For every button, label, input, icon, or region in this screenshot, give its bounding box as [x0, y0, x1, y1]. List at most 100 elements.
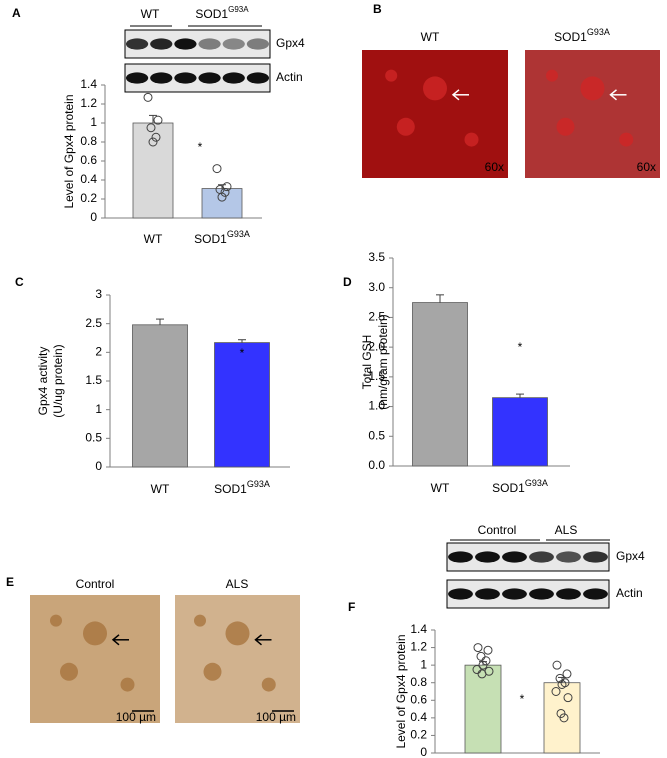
scale-bar-label: 100 µm [256, 710, 296, 724]
y-tick-label: 1.5 [368, 369, 385, 383]
y-tick-label: 0.6 [80, 153, 97, 167]
cell [396, 117, 415, 136]
blot-band [246, 38, 270, 50]
y-tick-label: 0.4 [410, 710, 427, 724]
blot-band [174, 38, 197, 50]
blot-strip [124, 29, 271, 59]
y-tick-label: 0.8 [410, 675, 427, 689]
data-point [220, 187, 230, 197]
blot-band [529, 588, 554, 600]
arrow-head [609, 89, 617, 101]
cell [546, 69, 558, 82]
x-tick-label: WT [151, 482, 170, 496]
blot-band [448, 588, 473, 600]
x-tick-label-base: SOD1 [194, 232, 227, 246]
blot-band-label: Actin [616, 586, 643, 600]
x-tick-label: SOD1G93A [214, 479, 270, 496]
blot-group-label: WT [141, 7, 160, 21]
cell [83, 621, 107, 646]
y-tick-label: 1.4 [410, 622, 427, 636]
y-tick-label: 1.4 [80, 77, 97, 91]
bar [543, 682, 581, 754]
arrow-head [451, 89, 460, 101]
blot-band [246, 72, 270, 84]
blot-group-label-base: WT [141, 7, 160, 21]
blot-band [198, 38, 221, 50]
cell [619, 132, 634, 147]
blot-strip [446, 542, 610, 572]
panel-letter: A [12, 6, 21, 20]
image-title-base: SOD1 [554, 30, 587, 44]
bar [214, 342, 270, 468]
y-tick-label: 0.5 [368, 428, 385, 442]
data-point [562, 669, 572, 679]
blot-band [529, 551, 554, 563]
micrograph [362, 50, 508, 178]
significance-mark: * [240, 346, 245, 360]
cell [50, 614, 62, 627]
y-tick-label: 0.6 [410, 692, 427, 706]
y-tick-label: 3.0 [368, 280, 385, 294]
cell [194, 614, 206, 627]
micrograph [525, 50, 660, 178]
x-tick-label-base: WT [431, 481, 450, 495]
blot-group-label-base: ALS [555, 523, 578, 537]
blot-group-label: Control [478, 523, 517, 537]
y-tick-label: 0.0 [368, 458, 385, 472]
y-tick-label: 0.5 [85, 431, 102, 445]
y-axis-unit: (U/ug protein) [51, 344, 65, 417]
blot-band [150, 72, 173, 84]
y-tick-label: 2.5 [368, 310, 385, 324]
blot-band [556, 588, 581, 600]
y-tick-label: 0 [90, 210, 97, 224]
cell [203, 662, 222, 681]
cell [120, 677, 135, 692]
y-tick-label: 0 [95, 459, 102, 473]
data-point [153, 115, 163, 125]
data-point [556, 708, 566, 718]
data-point [478, 660, 488, 670]
y-tick-label: 1 [420, 657, 427, 671]
y-tick-label: 3 [95, 287, 102, 301]
blot-band [556, 551, 581, 563]
data-point [481, 656, 491, 666]
y-tick-label: 3.5 [368, 250, 385, 264]
x-tick-label-base: WT [144, 232, 163, 246]
panel-letter: F [348, 600, 355, 614]
bar [132, 122, 174, 219]
y-tick-label: 0.2 [410, 728, 427, 742]
data-point [563, 693, 573, 703]
image-title-sup: G93A [587, 27, 610, 37]
blot-band [583, 588, 608, 600]
significance-mark: * [198, 140, 203, 154]
panel-letter: D [343, 275, 352, 289]
image-title-base: ALS [226, 577, 249, 591]
y-axis-label: Gpx4 activity [36, 347, 50, 416]
blot-band-label: Gpx4 [616, 549, 645, 563]
data-point [552, 660, 562, 670]
cell [423, 76, 447, 101]
cell [464, 132, 479, 147]
blot-band [150, 38, 173, 50]
cell [580, 76, 605, 101]
x-tick-label-base: SOD1 [214, 482, 247, 496]
blot-band [198, 72, 221, 84]
panel-letter: C [15, 275, 24, 289]
bar [132, 324, 188, 468]
blot-band [475, 588, 500, 600]
cell [60, 662, 78, 681]
y-tick-label: 1.2 [410, 640, 427, 654]
bar [201, 188, 243, 219]
blot-band [174, 72, 197, 84]
data-point [146, 123, 156, 133]
y-axis-unit: (nm/gram protein) [376, 314, 390, 409]
magnification: 60x [485, 160, 504, 174]
cell [556, 117, 575, 136]
data-point [143, 92, 153, 102]
data-point [212, 164, 222, 174]
cell [225, 621, 250, 646]
y-tick-label: 1.5 [85, 373, 102, 387]
blot-band [502, 551, 527, 563]
image-title: WT [421, 30, 440, 44]
